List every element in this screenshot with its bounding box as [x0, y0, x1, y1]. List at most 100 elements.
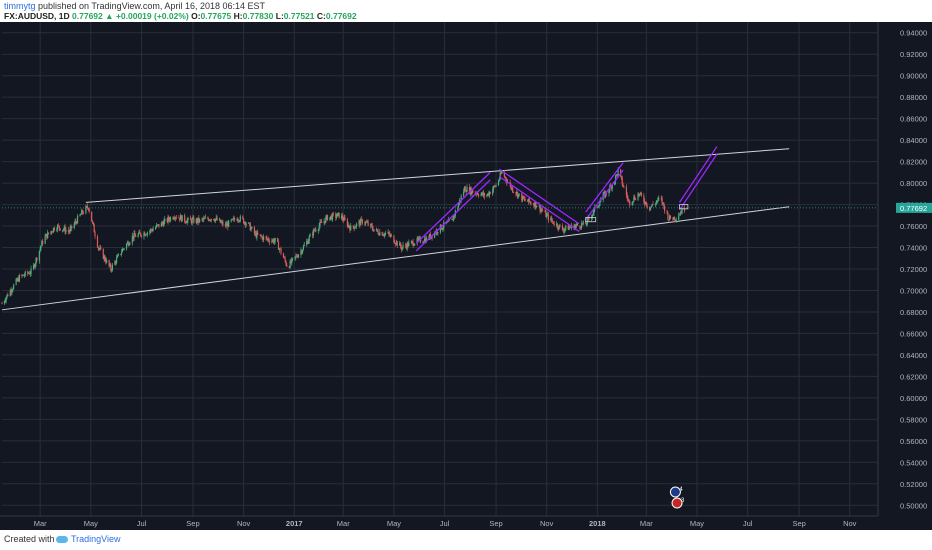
candle-body — [488, 192, 491, 196]
candle-body — [254, 232, 256, 234]
candle-body — [114, 261, 116, 265]
candle-body — [673, 216, 676, 220]
time-tick-label: 2018 — [589, 519, 606, 528]
candle-body — [198, 217, 200, 222]
candle-body — [404, 245, 407, 246]
candle-body — [85, 206, 87, 214]
candle-body — [169, 217, 172, 221]
candle-body — [466, 187, 468, 193]
candle-body — [503, 171, 505, 177]
candle-body — [447, 221, 449, 223]
candle-body — [417, 238, 419, 240]
candle-body — [306, 241, 308, 245]
candle-body — [166, 218, 168, 222]
candle-body — [377, 231, 379, 234]
time-tick-label: Sep — [489, 519, 502, 528]
price-tick-label: 0.82000 — [900, 158, 927, 167]
candle-body — [336, 213, 339, 217]
candle-body — [329, 216, 331, 221]
candle-body — [277, 238, 279, 242]
channel-line — [499, 176, 580, 232]
tradingview-logo[interactable]: TradingView — [56, 534, 121, 544]
candle-body — [551, 217, 553, 221]
candle-body — [453, 215, 456, 217]
candle-body — [123, 248, 125, 250]
candle-body — [381, 232, 383, 236]
candle-body — [131, 235, 133, 243]
candle-body — [12, 288, 14, 291]
candle-body — [5, 297, 7, 301]
candle-body — [106, 259, 108, 263]
candle-body — [58, 225, 60, 229]
candle-body — [122, 248, 124, 250]
candle-body — [285, 261, 287, 265]
price-tick-label: 0.80000 — [900, 179, 927, 188]
candle-body — [309, 234, 311, 237]
candle-body — [481, 192, 483, 195]
candle-body — [121, 248, 123, 253]
candle-body — [242, 216, 244, 219]
candle-body — [576, 223, 579, 226]
candle-body — [28, 273, 31, 275]
author-link[interactable]: timmytg — [4, 1, 36, 11]
candle-body — [622, 184, 624, 187]
candle-body — [585, 224, 588, 225]
price-tick-label: 0.62000 — [900, 372, 927, 381]
chart-area[interactable]: 0.94000 0.92000 0.90000 0.88000 0.86000 0.840… — [0, 22, 932, 530]
candle-body — [587, 217, 589, 219]
candle-body — [51, 231, 53, 233]
candle-body — [320, 221, 322, 223]
candle-body — [482, 193, 485, 196]
range-box — [585, 217, 597, 223]
price-tick-label: 0.92000 — [900, 50, 927, 59]
candle-body — [623, 186, 625, 188]
candle-body — [367, 222, 369, 226]
candle-body — [474, 192, 476, 194]
candle-body — [22, 274, 24, 276]
candle-body — [179, 215, 182, 220]
candle-body — [337, 212, 339, 214]
candle-body — [634, 199, 637, 201]
candle-body — [169, 219, 171, 221]
candle-body — [615, 174, 618, 176]
candle-body — [296, 256, 299, 258]
candle-body — [375, 229, 378, 231]
candle-body — [355, 226, 357, 228]
candle-body — [288, 266, 290, 268]
candle-body — [244, 222, 246, 226]
channels — [415, 146, 718, 252]
candle-body — [389, 235, 392, 236]
candle-body — [326, 215, 328, 218]
candle-body — [192, 217, 194, 220]
candle-body — [266, 237, 268, 240]
candle-body — [208, 218, 210, 221]
candle-body — [505, 177, 507, 181]
candle-body — [180, 215, 182, 222]
time-tick-label: Mar — [640, 519, 653, 528]
candle-body — [541, 209, 543, 211]
candle-body — [662, 202, 664, 204]
candle-body — [389, 233, 391, 236]
candle-body — [233, 218, 235, 219]
candle-body — [257, 232, 259, 235]
candle-body — [128, 244, 130, 246]
candle-body — [458, 203, 460, 207]
candle-body — [53, 227, 55, 231]
candle-body — [76, 222, 78, 224]
candle-body — [569, 227, 571, 229]
price-chart[interactable]: 0.94000 0.92000 0.90000 0.88000 0.86000 0.840… — [0, 22, 932, 530]
candle-body — [494, 186, 496, 187]
candle-body — [226, 223, 228, 227]
candle-body — [40, 246, 42, 249]
trendline-upper — [85, 148, 790, 203]
candle-body — [144, 232, 146, 236]
candle-body — [214, 219, 216, 222]
price-axis: 0.94000 0.92000 0.90000 0.88000 0.86000 0.840… — [877, 22, 932, 530]
candle-body — [301, 250, 303, 253]
candle-body — [632, 201, 634, 203]
candle-body — [631, 202, 633, 205]
candle-body — [62, 229, 64, 231]
candle-body — [465, 191, 467, 193]
candle-body — [655, 201, 657, 204]
price-tick-label: 0.76000 — [900, 222, 927, 231]
